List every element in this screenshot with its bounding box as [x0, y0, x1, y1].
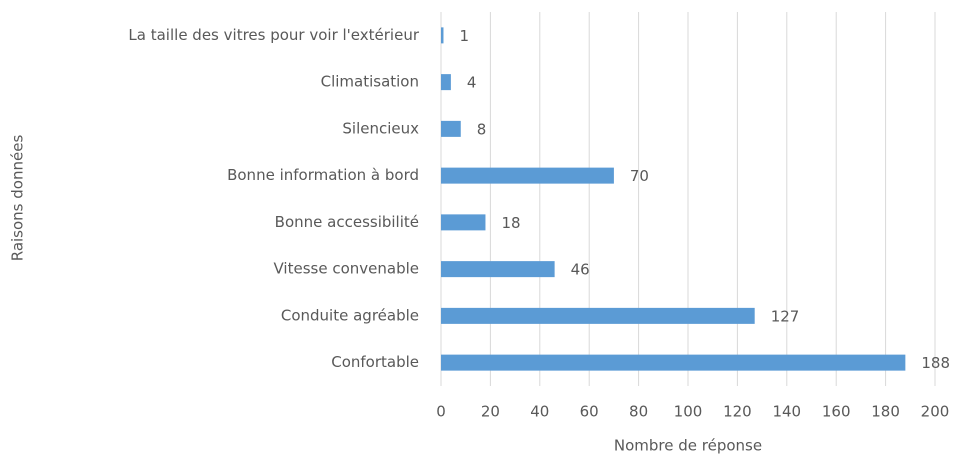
y-tick-label: Climatisation	[321, 73, 419, 91]
bar	[441, 307, 755, 324]
data-label: 1	[459, 27, 469, 45]
x-tick-label: 140	[772, 403, 801, 421]
x-tick-label: 20	[481, 403, 500, 421]
data-label: 4	[467, 74, 477, 92]
data-label: 70	[630, 167, 649, 185]
x-tick-label: 200	[921, 403, 950, 421]
bar	[441, 214, 486, 231]
data-label: 8	[477, 120, 487, 138]
y-axis-title: Raisons données	[9, 135, 27, 262]
x-tick-label: 120	[723, 403, 752, 421]
x-tick-label: 80	[629, 403, 648, 421]
x-tick-label: 160	[822, 403, 851, 421]
bar	[441, 27, 444, 44]
y-tick-label: Bonne information à bord	[227, 166, 419, 184]
y-tick-label: Conduite agréable	[281, 306, 419, 324]
y-tick-label: Bonne accessibilité	[275, 213, 419, 231]
data-label: 18	[501, 214, 520, 232]
x-tick-label: 100	[674, 403, 703, 421]
bar	[441, 354, 906, 371]
y-tick-label: Silencieux	[342, 119, 419, 137]
data-label: 46	[571, 261, 590, 279]
x-tick-label: 60	[580, 403, 599, 421]
y-tick-label: La taille des vitres pour voir l'extérie…	[128, 26, 419, 44]
bar	[441, 167, 614, 184]
bar	[441, 261, 555, 278]
y-tick-label: Vitesse convenable	[274, 260, 420, 278]
x-tick-label: 180	[871, 403, 900, 421]
x-tick-label: 0	[436, 403, 446, 421]
x-tick-label: 40	[530, 403, 549, 421]
x-axis-title: Nombre de réponse	[614, 437, 762, 455]
bar	[441, 74, 451, 91]
data-label: 127	[771, 307, 800, 325]
bar	[441, 120, 461, 137]
data-label: 188	[921, 354, 950, 372]
y-tick-label: Confortable	[331, 353, 419, 371]
